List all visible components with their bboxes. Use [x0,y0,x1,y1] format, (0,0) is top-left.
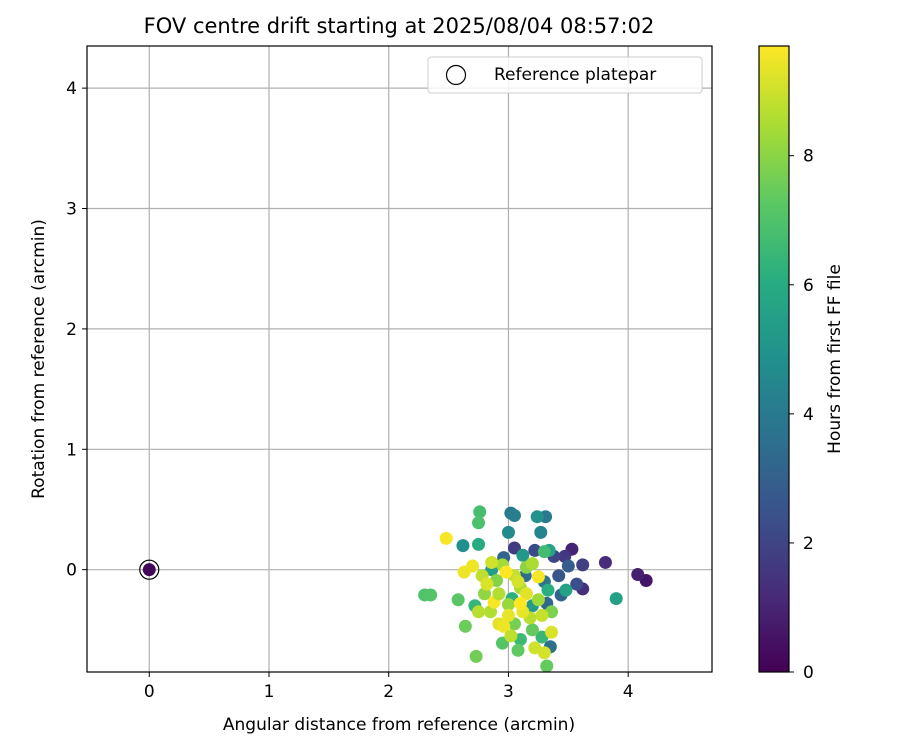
data-points [418,505,653,673]
data-point [561,559,575,573]
data-point [439,531,453,545]
data-point [497,619,511,633]
data-point [537,646,551,660]
y-tick-label: 3 [66,200,77,220]
data-point [531,570,545,584]
colorbar-tick-label: 2 [803,534,814,554]
data-point [570,577,584,591]
data-point [499,565,513,579]
data-point [424,588,438,602]
y-tick-label: 1 [66,440,77,460]
data-point [492,587,506,601]
data-point [472,537,486,551]
legend-marker-reference [445,64,467,86]
data-point [598,555,612,569]
data-point [535,630,549,644]
y-axis-label: Rotation from reference (arcmin) [29,219,49,499]
y-tick-label: 2 [66,320,77,340]
data-point [525,557,539,571]
data-point [511,643,525,657]
data-point [501,525,515,539]
data-point [530,510,544,524]
colorbar-tick-label: 8 [803,147,814,167]
data-point [537,545,551,559]
colorbar-tick-label: 0 [803,663,814,683]
data-point [540,659,554,673]
data-point [451,593,465,607]
data-point [519,587,533,601]
data-point [458,619,472,633]
data-point [545,625,559,639]
colorbar-gradient [759,46,789,672]
data-point [473,505,487,519]
legend: Reference platepar [427,56,703,94]
data-point [456,539,470,553]
data-point [513,596,527,610]
plot-area [87,46,712,672]
data-point [472,516,486,530]
x-tick-label: 4 [623,682,634,702]
data-point [552,569,566,583]
data-point [501,608,515,622]
plot-frame [86,45,713,673]
x-axis-label: Angular distance from reference (arcmin) [223,715,575,735]
data-point [516,548,530,562]
data-point [525,623,539,637]
data-point [535,608,549,622]
legend-box [427,56,703,94]
data-point [528,641,542,655]
data-point [511,575,525,589]
y-tick-label: 4 [66,79,77,99]
y-tick-label: 0 [66,561,77,581]
chart-title: FOV centre drift starting at 2025/08/04 … [144,14,655,38]
data-point [469,649,483,663]
legend-label-reference: Reference platepar [494,65,656,85]
data-point [609,592,623,606]
colorbar: 0 2 4 6 8 Hours from first FF file [758,45,845,683]
reference-point [142,563,156,577]
data-point [631,567,645,581]
x-tick-label: 2 [383,682,394,702]
data-point [485,555,499,569]
data-point [576,558,590,572]
data-point [559,583,573,597]
axis-ticks: 0 1 2 3 4 0 1 2 3 4 [66,79,633,702]
data-point [472,605,486,619]
data-point [480,577,494,591]
colorbar-ticks: 0 2 4 6 8 [789,147,814,683]
data-point [501,598,515,612]
x-tick-label: 0 [144,682,155,702]
data-point [457,565,471,579]
data-point [507,509,521,522]
data-point [531,593,545,607]
colorbar-label: Hours from first FF file [825,264,845,454]
x-tick-label: 3 [503,682,514,702]
data-point [504,629,518,643]
colorbar-tick-label: 6 [803,276,814,296]
x-tick-label: 1 [264,682,275,702]
colorbar-frame [758,45,790,673]
data-point [541,583,555,597]
reference-marker [139,559,160,580]
colorbar-tick-label: 4 [803,405,814,425]
data-point [534,525,548,539]
data-point [528,543,542,557]
